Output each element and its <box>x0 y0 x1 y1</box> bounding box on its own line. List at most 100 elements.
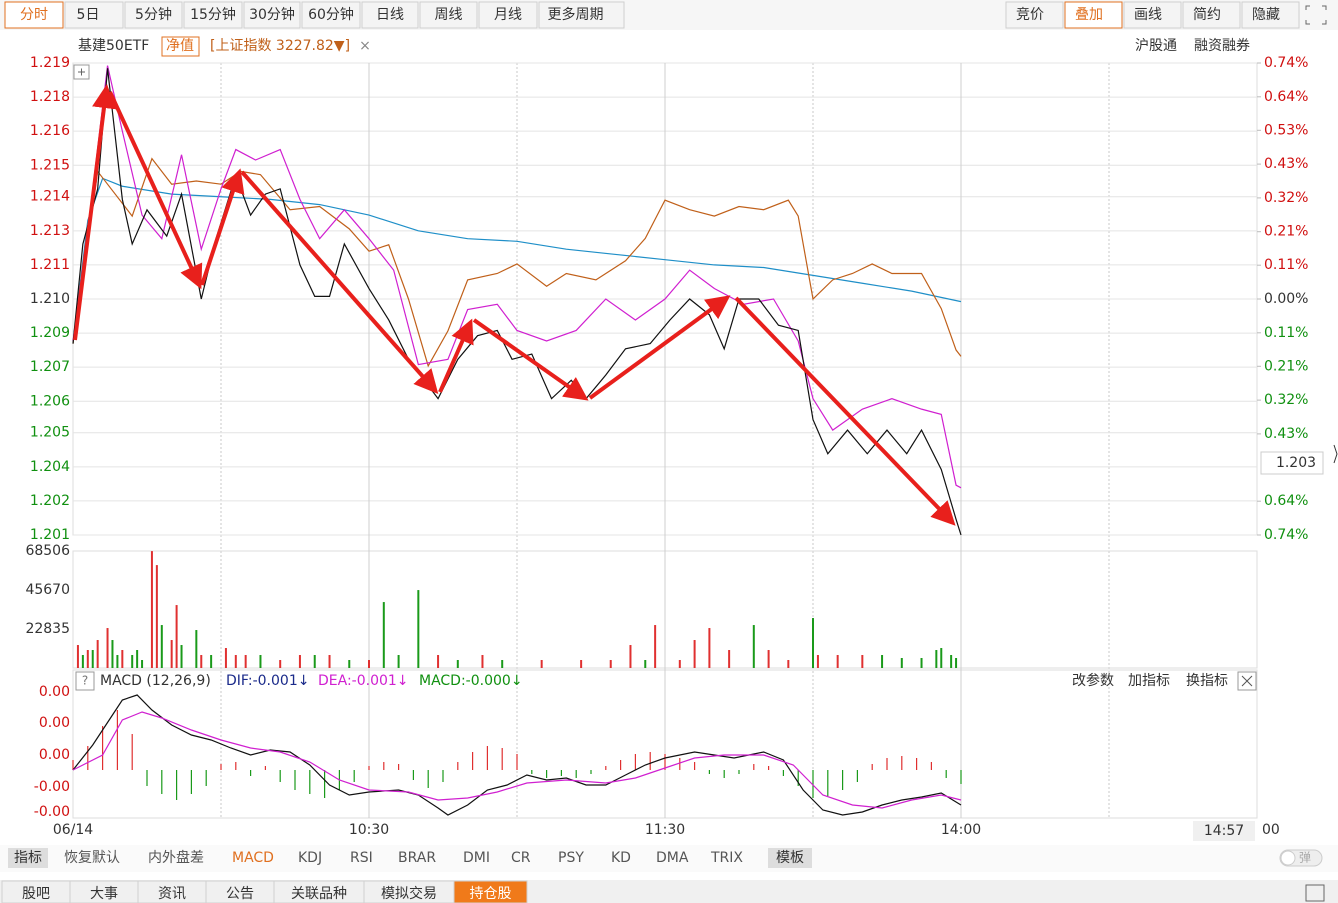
help-box[interactable] <box>75 671 95 691</box>
volume-bar <box>767 650 770 668</box>
volume-bar <box>136 650 139 668</box>
indicator-tab[interactable]: DMI <box>463 850 490 866</box>
volume-bar <box>195 630 198 668</box>
macd-bar <box>531 770 533 774</box>
macd-legend: DEA:-0.001↓ <box>318 673 409 689</box>
macd-button[interactable]: 改参数 <box>1072 672 1114 689</box>
volume-bar <box>131 655 134 668</box>
macd-bar <box>501 748 503 770</box>
y-tick-label: 22835 <box>25 621 70 637</box>
volume-bar <box>150 551 153 668</box>
link[interactable]: 沪股通 <box>1135 38 1177 54</box>
period-button[interactable] <box>478 1 538 29</box>
period-label: 15分钟 <box>190 6 236 23</box>
period-button[interactable] <box>4 1 64 29</box>
macd-bar <box>871 764 873 770</box>
y2-tick-label: 0.74% <box>1264 527 1308 543</box>
fullscreen-icon[interactable] <box>1305 5 1327 25</box>
y2-tick-label: 0.21% <box>1264 358 1308 374</box>
y-tick-label: 1.219 <box>30 55 70 71</box>
period-button[interactable] <box>64 1 124 29</box>
y-tick-label: 45670 <box>25 582 70 598</box>
period-button[interactable] <box>183 1 243 29</box>
indicator-tab[interactable]: MACD <box>232 850 274 866</box>
y-tick-label: -0.00 <box>34 779 70 795</box>
link[interactable]: 融资融券 <box>1194 38 1250 54</box>
period-label: 5分钟 <box>135 6 172 23</box>
macd-bar <box>679 758 681 770</box>
macd-bar <box>901 756 903 770</box>
volume-bar <box>481 655 484 668</box>
y-tick-label: 1.214 <box>30 189 70 205</box>
period-button[interactable] <box>538 1 625 29</box>
period-button[interactable] <box>361 1 419 29</box>
mode-box[interactable] <box>161 36 200 57</box>
macd-bar <box>161 770 163 794</box>
period-button[interactable] <box>124 1 183 29</box>
period-button[interactable] <box>243 1 301 29</box>
indicator-tab[interactable]: PSY <box>558 850 584 866</box>
volume-bar <box>437 655 440 668</box>
macd-bar <box>694 762 696 770</box>
tool-button[interactable] <box>1064 1 1123 29</box>
macd-bar <box>605 766 607 770</box>
current-price: 1.203 <box>1276 455 1316 471</box>
y2-tick-label: 0.21% <box>1264 224 1308 240</box>
tool-button[interactable] <box>1005 1 1064 29</box>
x-tick-label: 14:00 <box>941 822 981 838</box>
tool-label: 画线 <box>1134 7 1162 23</box>
corner-icon[interactable] <box>1305 884 1325 902</box>
template-box[interactable] <box>768 848 812 868</box>
indicator-tab[interactable]: DMA <box>656 850 689 866</box>
tool-button[interactable] <box>1241 1 1300 29</box>
macd-bar <box>176 770 178 800</box>
indicator-tab[interactable]: TRIX <box>710 850 743 866</box>
y-tick-label: -0.00 <box>34 804 70 820</box>
volume-bar <box>155 565 158 668</box>
macd-bar <box>220 764 222 770</box>
macd-bar <box>116 710 118 770</box>
tool-button[interactable] <box>1123 1 1182 29</box>
macd-bar <box>768 766 770 770</box>
toggle-knob <box>1280 850 1296 866</box>
indicator-tab[interactable]: 恢复默认 <box>64 849 120 866</box>
indicator-tab[interactable]: RSI <box>350 850 373 866</box>
period-button[interactable] <box>419 1 478 29</box>
indicator-tab[interactable]: CR <box>511 850 531 866</box>
tool-label: 隐藏 <box>1252 7 1280 23</box>
indicator-tab[interactable]: BRAR <box>398 850 436 866</box>
macd-bar <box>590 770 592 774</box>
y-tick-label: 68506 <box>25 543 70 559</box>
macd-bar <box>856 770 858 782</box>
period-button[interactable] <box>301 1 361 29</box>
macd-bar <box>102 726 104 770</box>
indicator-tab[interactable]: KDJ <box>298 850 322 866</box>
y-tick-label: 0.00 <box>39 684 70 700</box>
macd-bar <box>87 746 89 770</box>
volume-bar <box>298 655 301 668</box>
macd-button[interactable]: 加指标 <box>1128 673 1170 689</box>
bottom-tab[interactable] <box>453 880 528 903</box>
volume-bar <box>382 602 385 668</box>
macd-bar <box>960 770 962 784</box>
overlay-close[interactable]: × <box>359 38 371 54</box>
macd-bar <box>842 770 844 790</box>
bottom-tab-label: 模拟交易 <box>381 885 437 902</box>
macd-bar <box>827 770 829 796</box>
macd-bar <box>738 770 740 774</box>
tool-label: 竞价 <box>1016 6 1044 23</box>
macd-bar <box>812 770 814 798</box>
macd-button[interactable]: 换指标 <box>1186 672 1228 689</box>
volume-bar <box>234 655 237 668</box>
y-tick-label: 1.207 <box>30 359 70 375</box>
macd-bar <box>235 762 237 770</box>
tool-button[interactable] <box>1182 1 1241 29</box>
bottom-tab-label: 关联品种 <box>291 886 347 902</box>
indicator-tab[interactable]: KD <box>611 850 631 866</box>
y-tick-label: 0.00 <box>39 747 70 763</box>
volume-bar <box>91 650 94 668</box>
volume-bar <box>279 660 282 668</box>
volume-bar <box>693 640 696 668</box>
indicator-tab[interactable]: 内外盘差 <box>148 849 204 866</box>
